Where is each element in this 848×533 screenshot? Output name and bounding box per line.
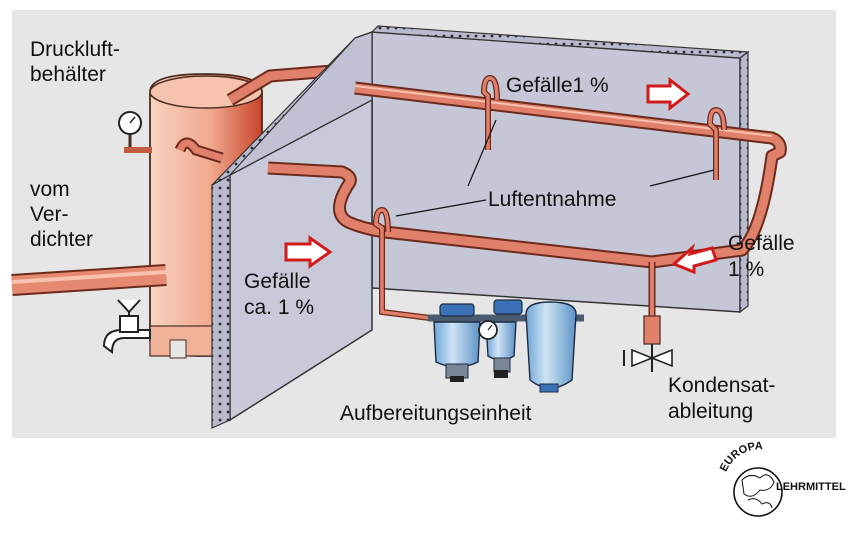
drain-valve-icon [102,299,151,354]
label-vom-verdichter-line1: vom [30,178,70,201]
inlet-pipe [11,264,167,296]
pressure-gauge-icon [118,111,152,153]
tank-outlet-pipe [174,63,346,164]
condensate-drain [623,262,673,372]
label-kondensatableitung-line1: Kondensat- [668,374,776,397]
label-vom-verdichter-line2: Ver- [30,203,69,226]
arrow-icon [646,76,691,112]
label-gefaelle-top: Gefälle1 % [506,74,609,97]
label-luftentnahme: Luftentnahme [488,188,617,211]
label-aufbereitungseinheit: Aufbereitungseinheit [340,402,532,425]
leader-lines [395,119,715,217]
arrow-icon [671,243,718,275]
arrow-icon [284,235,333,269]
label-druckluftbehaelter-line1: Druckluft- [30,38,120,61]
take-off-drops [372,74,727,321]
logo-side-text: LEHRMITTEL [776,481,846,493]
label-gefaelle-left-line1: Gefälle [244,270,311,293]
label-gefaelle-right-line1: Gefälle [728,232,795,255]
label-druckluftbehaelter-line2: behälter [30,63,106,86]
label-vom-verdichter-line3: dichter [30,228,94,251]
slope-arrows [284,76,718,275]
label-gefaelle-right-line2: 1 % [728,258,765,281]
label-kondensatableitung-line2: ableitung [668,400,754,423]
label-gefaelle-left-line2: ca. 1 % [244,296,315,319]
maintenance-unit [428,299,584,393]
europa-lehrmittel-logo: EUROPA [718,440,783,517]
